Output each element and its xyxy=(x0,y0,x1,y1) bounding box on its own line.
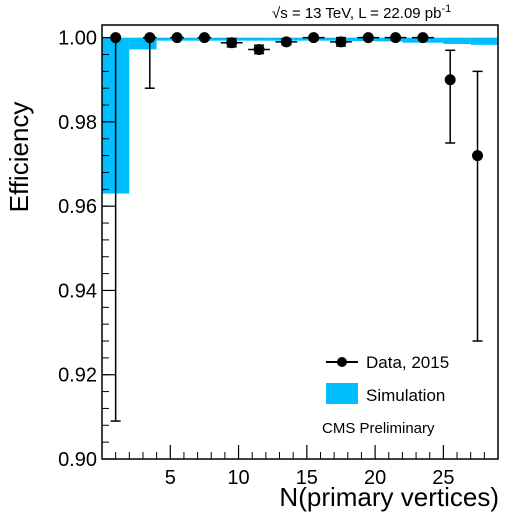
simulation-band-13 xyxy=(470,37,498,45)
data-point-6 xyxy=(275,36,298,48)
annotation-cms-preliminary: CMS Preliminary xyxy=(322,420,435,437)
x-tick-label-4: 25 xyxy=(432,467,454,489)
data-marker xyxy=(198,32,210,44)
data-marker xyxy=(335,36,347,48)
data-point-0 xyxy=(110,32,122,422)
simulation-band-6 xyxy=(265,37,294,41)
header-superscript: -1 xyxy=(441,3,451,15)
data-marker xyxy=(417,32,429,44)
data-point-9 xyxy=(357,32,380,44)
x-tick-label-1: 10 xyxy=(227,467,249,489)
simulation-band-3 xyxy=(183,37,212,41)
data-point-11 xyxy=(411,32,434,44)
x-tick-label-3: 20 xyxy=(364,467,386,489)
data-marker xyxy=(280,36,292,48)
data-marker xyxy=(444,74,456,86)
simulation-band-12 xyxy=(443,37,471,44)
y-tick-label-5: 1.00 xyxy=(58,28,97,50)
data-point-10 xyxy=(384,32,407,44)
simulation-band-1 xyxy=(129,37,157,50)
data-marker xyxy=(472,150,484,162)
legend-simulation-swatch xyxy=(326,383,358,404)
header-label: √s = 13 TeV, L = 22.09 pb-1 xyxy=(272,3,451,22)
simulation-band-8 xyxy=(320,37,348,41)
data-point-7 xyxy=(302,32,325,44)
y-tick-label-1: 0.92 xyxy=(58,365,97,387)
data-point-13 xyxy=(472,70,484,342)
data-point-2 xyxy=(170,32,184,44)
x-tick-label-2: 15 xyxy=(296,467,318,489)
data-marker xyxy=(226,37,238,49)
y-axis-title: Efficiency xyxy=(4,102,34,213)
data-marker xyxy=(362,32,374,44)
y-tick-label-0: 0.90 xyxy=(58,449,97,471)
data-point-3 xyxy=(197,32,212,44)
x-tick-label-0: 5 xyxy=(165,467,176,489)
simulation-band-10 xyxy=(375,37,403,42)
data-marker xyxy=(390,32,402,44)
data-point-4 xyxy=(220,37,243,49)
data-point-12 xyxy=(444,49,456,144)
plot-frame xyxy=(101,24,499,460)
data-marker xyxy=(171,32,183,44)
simulation-band-layer xyxy=(102,37,498,194)
data-points-layer xyxy=(110,32,484,422)
simulation-band-4 xyxy=(211,37,239,41)
data-marker xyxy=(308,32,320,44)
legend-data-marker xyxy=(337,357,347,367)
x-axis-title: N(primary vertices) xyxy=(279,482,499,512)
simulation-band-7 xyxy=(293,37,321,41)
simulation-band-5 xyxy=(238,37,266,41)
data-point-5 xyxy=(248,43,270,55)
y-tick-label-2: 0.94 xyxy=(58,280,97,302)
data-point-8 xyxy=(330,36,352,48)
axes-layer: 0.90 0.92 0.94 0.96 0.98 1.00 5 10 15 20 25 xyxy=(58,24,499,489)
legend-label-simulation: Simulation xyxy=(366,386,445,405)
y-tick-label-4: 0.98 xyxy=(58,112,97,134)
data-marker xyxy=(110,32,122,44)
data-marker xyxy=(144,32,156,44)
data-marker xyxy=(253,43,265,55)
simulation-band-9 xyxy=(347,37,376,42)
simulation-band-2 xyxy=(156,37,184,41)
text-layer: √s = 13 TeV, L = 22.09 pb-1 Efficiency N… xyxy=(4,3,499,512)
y-tick-label-3: 0.96 xyxy=(58,196,97,218)
legend-label-data: Data, 2015 xyxy=(366,353,449,372)
data-point-1 xyxy=(142,32,157,89)
legend: Data, 2015 Simulation xyxy=(316,342,472,412)
